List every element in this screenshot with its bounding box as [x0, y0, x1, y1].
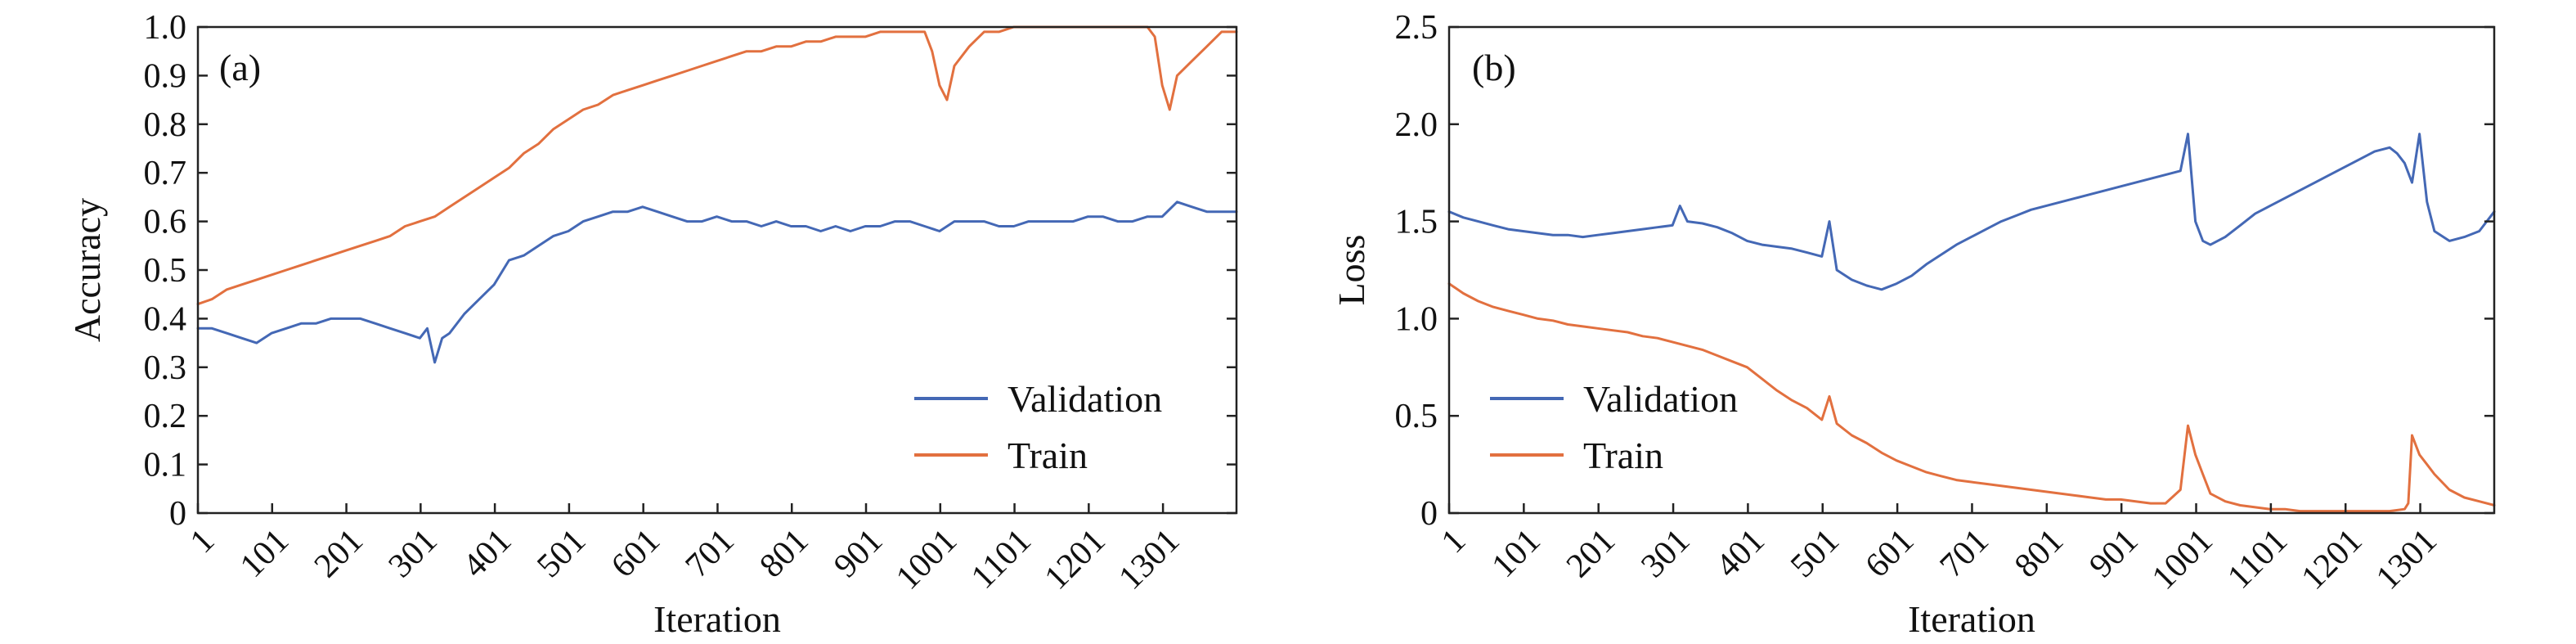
- loss-x-tick-label-1: 1: [1434, 522, 1473, 561]
- accuracy-x-tick-label-201: 201: [307, 522, 370, 585]
- loss-x-tick-label-201: 201: [1560, 522, 1622, 585]
- accuracy-y-tick-label-3: 0.3: [144, 349, 187, 387]
- loss-x-tick-label-701: 701: [1933, 522, 1996, 585]
- accuracy-series-layer: [196, 25, 1238, 364]
- accuracy-x-tick-label-301: 301: [382, 522, 445, 585]
- accuracy-y-tick-label-5: 0.5: [144, 252, 187, 290]
- loss-x-tick-label-501: 501: [1784, 522, 1847, 585]
- loss-x-tick-label-801: 801: [2008, 522, 2071, 585]
- loss-y-tick-label-1: 0.5: [1395, 398, 1438, 435]
- accuracy-y-tick-label-1: 0.1: [144, 447, 187, 484]
- accuracy-y-axis-title: Accuracy: [66, 198, 108, 342]
- accuracy-y-tick-label-2: 0.2: [144, 398, 187, 435]
- loss-legend-train-label: Train: [1583, 435, 1663, 476]
- accuracy-x-tick-label-601: 601: [604, 522, 667, 585]
- accuracy-legend: Validation Train: [914, 378, 1162, 476]
- loss-y-tick-label-0: 0: [1420, 495, 1438, 533]
- loss-panel-label: (b): [1472, 47, 1516, 88]
- accuracy-x-tick-label-701: 701: [679, 522, 742, 585]
- loss-y-axis-title: Loss: [1331, 235, 1372, 306]
- accuracy-x-tick-label-1101: 1101: [964, 522, 1039, 597]
- loss-x-tick-label-1301: 1301: [2369, 522, 2444, 597]
- accuracy-series-validation-line: [196, 200, 1238, 364]
- loss-legend: Validation Train: [1490, 378, 1738, 476]
- loss-y-tick-label-5: 2.5: [1395, 9, 1438, 47]
- loss-x-tick-label-601: 601: [1858, 522, 1921, 585]
- loss-x-tick-label-1001: 1001: [2145, 522, 2220, 597]
- accuracy-x-tick-label-901: 901: [827, 522, 890, 585]
- accuracy-y-tick-label-6: 0.6: [144, 204, 187, 241]
- loss-series-validation-line: [1447, 133, 2496, 291]
- loss-chart: 1 101 201 301 401 501 601 701 801 901 1001 1101 1201…: [1331, 9, 2496, 640]
- accuracy-x-axis-title: Iteration: [653, 598, 781, 640]
- loss-series-layer: [1447, 133, 2496, 513]
- accuracy-y-tick-label-4: 0.4: [144, 300, 187, 338]
- loss-y-tick-label-4: 2.0: [1395, 106, 1438, 144]
- accuracy-panel-label: (a): [219, 47, 261, 88]
- loss-x-tick-label-1101: 1101: [2220, 522, 2295, 597]
- accuracy-y-axis: 0 0.1 0.2 0.3 0.4 0.5 0.6 0.7 0.8 0.9 1.0: [144, 9, 1236, 533]
- loss-x-tick-label-101: 101: [1485, 522, 1548, 585]
- loss-x-axis-title: Iteration: [1908, 598, 2035, 640]
- accuracy-series-train-line: [196, 25, 1238, 306]
- accuracy-y-tick-label-7: 0.7: [144, 155, 187, 192]
- accuracy-x-tick-label-1001: 1001: [889, 522, 964, 597]
- loss-y-tick-label-3: 1.5: [1395, 204, 1438, 241]
- loss-x-tick-label-301: 301: [1634, 522, 1697, 585]
- accuracy-x-tick-label-401: 401: [456, 522, 518, 585]
- loss-y-axis: 0 0.5 1.0 1.5 2.0 2.5: [1395, 9, 2494, 533]
- accuracy-y-tick-label-10: 1.0: [144, 9, 187, 47]
- accuracy-x-tick-label-1301: 1301: [1112, 522, 1187, 597]
- accuracy-x-tick-label-501: 501: [530, 522, 593, 585]
- loss-x-tick-label-1201: 1201: [2295, 522, 2370, 597]
- accuracy-legend-validation-label: Validation: [1008, 378, 1162, 420]
- accuracy-x-tick-label-1201: 1201: [1038, 522, 1113, 597]
- accuracy-y-tick-label-8: 0.8: [144, 106, 187, 144]
- loss-x-axis: 1 101 201 301 401 501 601 701 801 901 1001 1101 1201…: [1434, 503, 2444, 597]
- accuracy-y-tick-label-9: 0.9: [144, 57, 187, 95]
- loss-y-tick-label-2: 1.0: [1395, 300, 1438, 338]
- accuracy-x-tick-label-101: 101: [233, 522, 296, 585]
- loss-series-train-line: [1447, 282, 2496, 513]
- loss-x-tick-label-901: 901: [2082, 522, 2145, 585]
- accuracy-legend-train-label: Train: [1008, 435, 1088, 476]
- accuracy-y-tick-label-0: 0: [169, 495, 186, 533]
- loss-legend-validation-label: Validation: [1583, 378, 1738, 420]
- accuracy-x-tick-label-1: 1: [183, 522, 222, 561]
- loss-x-tick-label-401: 401: [1709, 522, 1772, 585]
- accuracy-x-tick-label-801: 801: [753, 522, 816, 585]
